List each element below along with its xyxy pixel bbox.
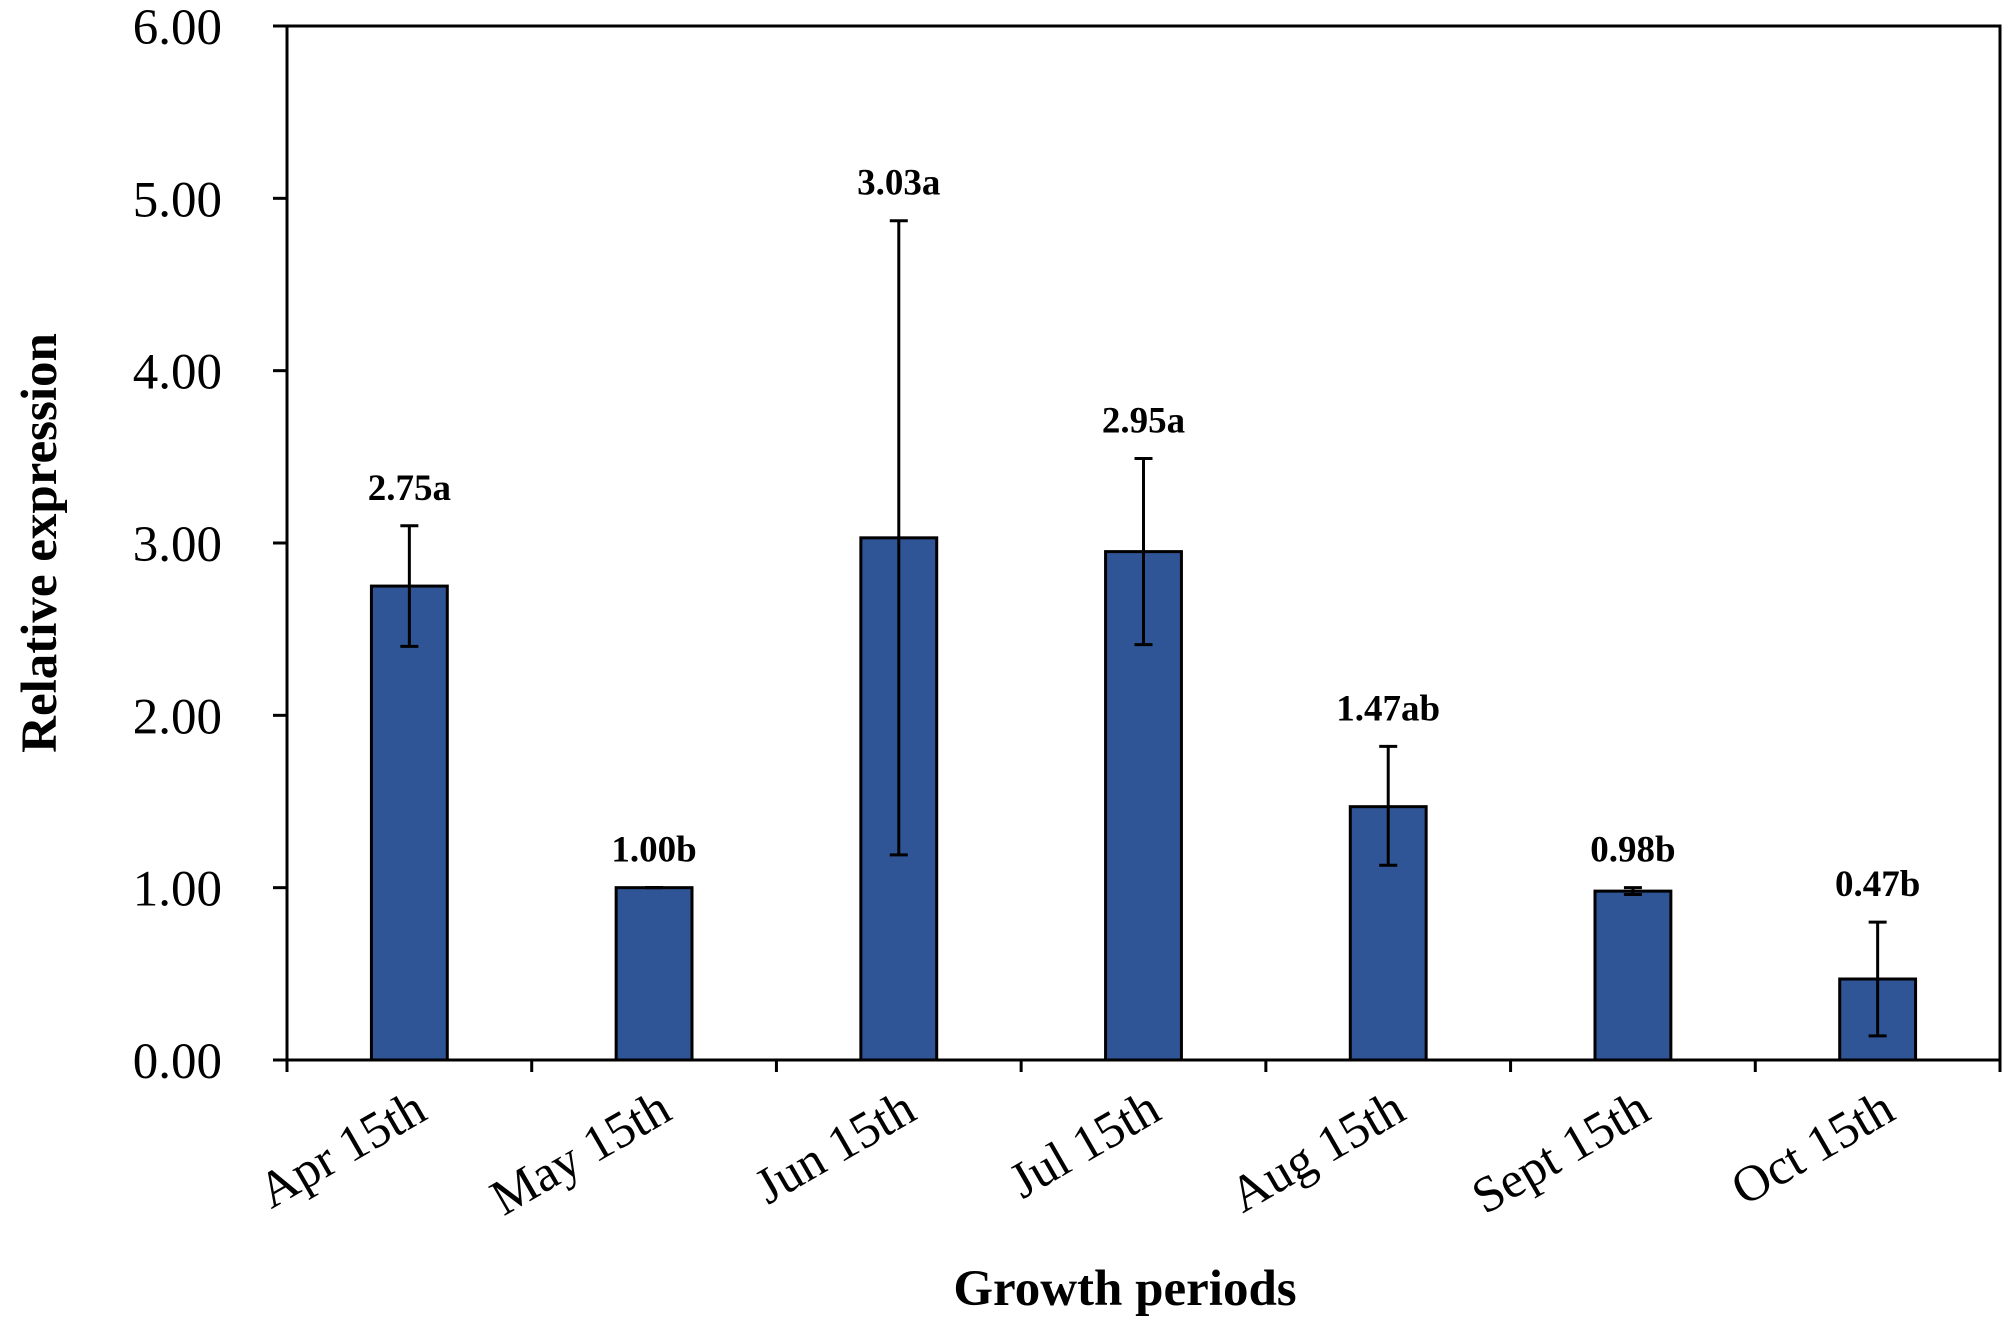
y-tick-label: 2.00 xyxy=(133,689,222,745)
data-labels-layer: 2.75a 1.00b 3.03a 2.95a 1.47ab 0.98b 0.47b xyxy=(368,163,1921,905)
error-bars-layer xyxy=(400,219,1887,1038)
bar xyxy=(614,886,694,1062)
x-axis-title: Growth periods xyxy=(953,1261,1296,1317)
data-label: 0.47b xyxy=(1835,864,1920,905)
data-label: 2.75a xyxy=(368,468,451,509)
x-tick-label: Aug 15th xyxy=(1221,1080,1415,1224)
data-label: 2.95a xyxy=(1102,401,1185,442)
y-tick-label: 1.00 xyxy=(133,862,222,918)
bar xyxy=(1104,550,1183,1062)
x-tick-label: Sept 15th xyxy=(1463,1080,1659,1226)
y-tick-label: 6.00 xyxy=(133,0,222,56)
bar xyxy=(1593,889,1673,1062)
y-tick-label: 0.00 xyxy=(133,1034,222,1090)
data-label: 3.03a xyxy=(857,163,940,204)
data-label: 0.98b xyxy=(1590,830,1675,871)
y-tick-label: 5.00 xyxy=(133,172,222,228)
x-axis: Apr 15th May 15th Jun 15th Jul 15th Aug 15th… xyxy=(249,1060,2002,1227)
x-tick-label: May 15th xyxy=(482,1080,681,1227)
data-label: 1.47ab xyxy=(1336,688,1440,729)
x-tick-label: Jun 15th xyxy=(746,1080,925,1216)
x-tick-label: Apr 15th xyxy=(249,1080,435,1220)
x-tick-label: Oct 15th xyxy=(1722,1080,1903,1217)
y-tick-label: 4.00 xyxy=(133,345,222,401)
x-tick-label: Jul 15th xyxy=(1000,1080,1169,1210)
y-axis-title: Relative expression xyxy=(12,333,68,753)
y-axis: 0.00 1.00 2.00 3.00 4.00 5.00 6.00 xyxy=(133,0,287,1090)
data-label: 1.00b xyxy=(611,830,696,871)
bar xyxy=(369,584,449,1062)
y-tick-label: 3.00 xyxy=(133,517,222,573)
